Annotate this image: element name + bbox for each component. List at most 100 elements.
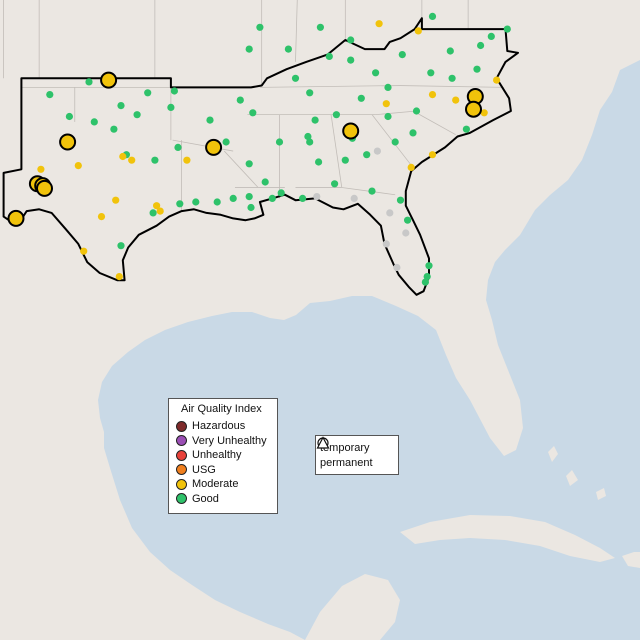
permanent-monitor-marker[interactable]: [291, 74, 300, 82]
temporary-monitor-marker[interactable]: [205, 138, 223, 156]
permanent-monitor-marker[interactable]: [261, 178, 269, 186]
permanent-monitor-marker[interactable]: [357, 94, 365, 102]
permanent-monitor-marker[interactable]: [315, 158, 323, 166]
permanent-monitor-marker[interactable]: [249, 109, 257, 117]
permanent-monitor-marker[interactable]: [404, 216, 412, 224]
temporary-monitor-marker[interactable]: [100, 71, 118, 89]
permanent-monitor-marker[interactable]: [119, 152, 127, 161]
permanent-monitor-marker[interactable]: [396, 196, 405, 204]
permanent-monitor-marker[interactable]: [375, 20, 383, 28]
permanent-monitor-marker[interactable]: [153, 202, 161, 210]
permanent-monitor-marker[interactable]: [167, 103, 175, 111]
permanent-monitor-marker[interactable]: [299, 194, 307, 202]
permanent-monitor-marker[interactable]: [74, 162, 82, 170]
permanent-monitor-marker[interactable]: [256, 23, 264, 31]
permanent-monitor-marker[interactable]: [503, 25, 511, 33]
permanent-monitor-marker[interactable]: [448, 74, 456, 82]
permanent-monitor-marker[interactable]: [313, 193, 321, 201]
permanent-monitor-marker[interactable]: [350, 194, 358, 202]
permanent-monitor-marker[interactable]: [382, 240, 390, 248]
permanent-monitor-marker[interactable]: [128, 156, 136, 164]
permanent-monitor-marker[interactable]: [117, 102, 125, 110]
permanent-monitor-marker[interactable]: [176, 200, 184, 208]
permanent-monitor-marker[interactable]: [183, 156, 191, 164]
permanent-monitor-marker[interactable]: [341, 156, 349, 164]
permanent-monitor-marker[interactable]: [247, 203, 255, 212]
permanent-monitor-marker[interactable]: [414, 27, 422, 35]
permanent-monitor-marker[interactable]: [384, 83, 392, 91]
permanent-monitor-marker[interactable]: [222, 138, 230, 146]
permanent-monitor-marker[interactable]: [421, 278, 429, 286]
temporary-monitor-marker[interactable]: [59, 133, 77, 151]
permanent-monitor-marker[interactable]: [402, 229, 410, 237]
temporary-monitor-marker[interactable]: [36, 179, 53, 197]
permanent-monitor-marker[interactable]: [245, 193, 253, 201]
permanent-monitor-marker[interactable]: [206, 116, 214, 124]
permanent-monitor-marker[interactable]: [306, 89, 314, 97]
permanent-monitor-marker[interactable]: [110, 125, 118, 133]
permanent-monitor-marker[interactable]: [304, 132, 312, 141]
permanent-monitor-marker[interactable]: [65, 112, 73, 121]
permanent-monitor-marker[interactable]: [277, 189, 285, 197]
permanent-monitor-marker[interactable]: [325, 52, 333, 61]
permanent-monitor-marker[interactable]: [391, 138, 399, 146]
permanent-monitor-marker[interactable]: [115, 273, 123, 281]
permanent-monitor-marker[interactable]: [156, 207, 164, 215]
permanent-monitor-marker[interactable]: [423, 273, 431, 281]
permanent-monitor-marker[interactable]: [275, 138, 284, 146]
permanent-monitor-marker[interactable]: [412, 107, 421, 115]
temporary-monitor-marker[interactable]: [342, 122, 360, 140]
permanent-monitor-marker[interactable]: [316, 23, 324, 31]
permanent-monitor-marker[interactable]: [151, 156, 159, 164]
permanent-monitor-marker[interactable]: [480, 109, 488, 117]
permanent-monitor-marker[interactable]: [398, 51, 406, 59]
permanent-monitor-marker[interactable]: [373, 147, 381, 155]
permanent-monitor-marker[interactable]: [393, 263, 401, 272]
permanent-monitor-marker[interactable]: [462, 125, 470, 133]
permanent-monitor-marker[interactable]: [425, 262, 433, 270]
temporary-monitor-marker[interactable]: [465, 100, 482, 118]
permanent-monitor-marker[interactable]: [384, 112, 392, 121]
permanent-monitor-marker[interactable]: [487, 32, 495, 41]
permanent-monitor-marker[interactable]: [284, 45, 292, 53]
permanent-monitor-marker[interactable]: [386, 209, 394, 217]
permanent-monitor-marker[interactable]: [428, 91, 437, 99]
permanent-monitor-marker[interactable]: [133, 111, 141, 119]
permanent-monitor-marker[interactable]: [311, 116, 319, 124]
permanent-monitor-marker[interactable]: [149, 209, 157, 217]
temporary-monitor-marker[interactable]: [7, 209, 25, 227]
permanent-monitor-marker[interactable]: [332, 111, 340, 119]
permanent-monitor-marker[interactable]: [144, 89, 152, 97]
permanent-monitor-marker[interactable]: [245, 160, 253, 168]
permanent-monitor-marker[interactable]: [493, 76, 501, 84]
permanent-monitor-marker[interactable]: [382, 100, 390, 108]
permanent-monitor-marker[interactable]: [428, 12, 437, 20]
permanent-monitor-marker[interactable]: [112, 196, 120, 204]
permanent-monitor-marker[interactable]: [347, 56, 355, 64]
permanent-monitor-marker[interactable]: [409, 129, 417, 137]
permanent-monitor-marker[interactable]: [372, 69, 380, 77]
permanent-monitor-marker[interactable]: [236, 96, 244, 104]
permanent-monitor-marker[interactable]: [347, 36, 355, 44]
permanent-monitor-marker[interactable]: [97, 213, 106, 221]
permanent-monitor-marker[interactable]: [85, 78, 93, 86]
permanent-monitor-marker[interactable]: [174, 143, 182, 151]
permanent-monitor-marker[interactable]: [90, 118, 98, 126]
permanent-monitor-marker[interactable]: [170, 87, 178, 95]
permanent-monitor-marker[interactable]: [117, 242, 125, 250]
permanent-monitor-marker[interactable]: [306, 138, 314, 146]
permanent-monitor-marker[interactable]: [229, 194, 237, 202]
permanent-monitor-marker[interactable]: [37, 165, 45, 173]
permanent-monitor-marker[interactable]: [213, 198, 221, 206]
permanent-monitor-marker[interactable]: [268, 194, 276, 202]
permanent-monitor-marker[interactable]: [245, 45, 253, 53]
permanent-monitor-marker[interactable]: [477, 41, 485, 50]
permanent-monitor-marker[interactable]: [428, 151, 437, 159]
permanent-monitor-marker[interactable]: [473, 65, 481, 73]
permanent-monitor-marker[interactable]: [80, 247, 88, 255]
permanent-monitor-marker[interactable]: [427, 69, 435, 77]
permanent-monitor-marker[interactable]: [331, 180, 339, 188]
permanent-monitor-marker[interactable]: [368, 187, 376, 195]
permanent-monitor-marker[interactable]: [192, 198, 200, 206]
